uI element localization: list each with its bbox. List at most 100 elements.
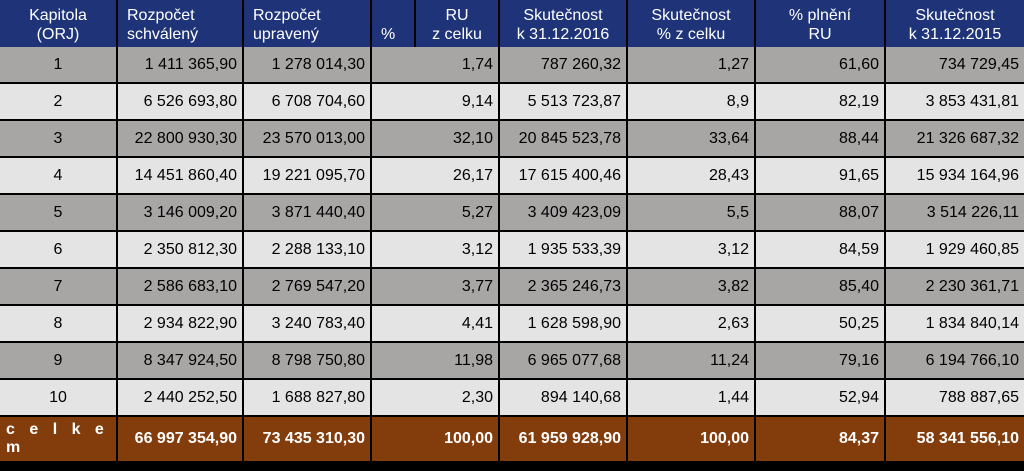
cell-skutecnost-2016: 894 140,68 — [500, 380, 628, 417]
cell-rozpocet-upraveny: 6 708 704,60 — [244, 84, 372, 121]
cell-skutecnost-2015: 15 934 164,96 — [886, 158, 1024, 195]
cell-skutecnost-2015: 788 887,65 — [886, 380, 1024, 417]
col-skutecnost-pct: Skutečnost% z celku — [628, 0, 756, 47]
col-skutecnost-2016: Skutečnost k 31.12.2016 — [500, 0, 628, 47]
cell-skutecnost-2016: 1 628 598,90 — [500, 306, 628, 343]
cell-kapitola: 9 — [0, 343, 118, 380]
cell-kapitola: 7 — [0, 269, 118, 306]
cell-rozpocet-schvaleny: 1 411 365,90 — [118, 47, 244, 84]
table-row: 10 2 440 252,50 1 688 827,80 2,30 894 140,68… — [0, 380, 1024, 417]
cell-skutecnost-pct: 11,24 — [628, 343, 756, 380]
cell-skutecnost-2015: 2 230 361,71 — [886, 269, 1024, 306]
cell-skutecnost-pct: 1,44 — [628, 380, 756, 417]
cell-plneni-ru: 50,25 — [756, 306, 886, 343]
cell-kapitola: 3 — [0, 121, 118, 158]
cell-rozpocet-schvaleny: 2 440 252,50 — [118, 380, 244, 417]
col-rozpocet-upraveny: Rozpočet upravený — [244, 0, 372, 47]
col-ru-z-celku: RU z celku — [416, 0, 500, 47]
cell-ru-pct: 32,10 — [372, 121, 500, 158]
cell-plneni-ru: 84,59 — [756, 232, 886, 269]
cell-ru-pct: 11,98 — [372, 343, 500, 380]
cell-rozpocet-schvaleny: 3 146 009,20 — [118, 195, 244, 232]
total-label: c e l k e m — [0, 417, 118, 461]
cell-ru-pct: 4,41 — [372, 306, 500, 343]
cell-plneni-ru: 61,60 — [756, 47, 886, 84]
cell-kapitola: 8 — [0, 306, 118, 343]
table-row: 3 22 800 930,30 23 570 013,00 32,10 20 845 5… — [0, 121, 1024, 158]
cell-skutecnost-pct: 3,12 — [628, 232, 756, 269]
cell-plneni-ru: 82,19 — [756, 84, 886, 121]
cell-kapitola: 2 — [0, 84, 118, 121]
cell-plneni-ru: 85,40 — [756, 269, 886, 306]
cell-skutecnost-2015: 3 514 226,11 — [886, 195, 1024, 232]
cell-skutecnost-pct: 2,63 — [628, 306, 756, 343]
cell-skutecnost-pct: 8,9 — [628, 84, 756, 121]
cell-rozpocet-schvaleny: 2 350 812,30 — [118, 232, 244, 269]
header-row: Kapitola (ORJ) Rozpočet schválený Rozpočet… — [0, 0, 1024, 47]
cell-skutecnost-2016: 2 365 246,73 — [500, 269, 628, 306]
cell-rozpocet-upraveny: 2 769 547,20 — [244, 269, 372, 306]
cell-skutecnost-2015: 3 853 431,81 — [886, 84, 1024, 121]
cell-rozpocet-upraveny: 19 221 095,70 — [244, 158, 372, 195]
cell-skutecnost-2016: 5 513 723,87 — [500, 84, 628, 121]
cell-skutecnost-pct: 33,64 — [628, 121, 756, 158]
cell-skutecnost-pct: 3,82 — [628, 269, 756, 306]
cell-skutecnost-2015: 1 834 840,14 — [886, 306, 1024, 343]
cell-ru-pct: 2,30 — [372, 380, 500, 417]
cell-rozpocet-upraveny: 3 871 440,40 — [244, 195, 372, 232]
cell-skutecnost-2016: 6 965 077,68 — [500, 343, 628, 380]
cell-plneni-ru: 52,94 — [756, 380, 886, 417]
total-skut2015: 58 341 556,10 — [886, 417, 1024, 461]
cell-plneni-ru: 88,07 — [756, 195, 886, 232]
total-ru: 73 435 310,30 — [244, 417, 372, 461]
cell-ru-pct: 5,27 — [372, 195, 500, 232]
col-kapitola: Kapitola (ORJ) — [0, 0, 118, 47]
cell-kapitola: 1 — [0, 47, 118, 84]
total-plneni: 84,37 — [756, 417, 886, 461]
cell-plneni-ru: 79,16 — [756, 343, 886, 380]
cell-rozpocet-schvaleny: 2 934 822,90 — [118, 306, 244, 343]
cell-rozpocet-schvaleny: 2 586 683,10 — [118, 269, 244, 306]
cell-skutecnost-2016: 1 935 533,39 — [500, 232, 628, 269]
total-skut2016: 61 959 928,90 — [500, 417, 628, 461]
col-skutecnost-2015: Skutečnost k 31.12.2015 — [886, 0, 1024, 47]
cell-skutecnost-2016: 20 845 523,78 — [500, 121, 628, 158]
cell-ru-pct: 3,77 — [372, 269, 500, 306]
cell-ru-pct: 1,74 — [372, 47, 500, 84]
cell-rozpocet-upraveny: 2 288 133,10 — [244, 232, 372, 269]
cell-skutecnost-2016: 787 260,32 — [500, 47, 628, 84]
cell-skutecnost-pct: 28,43 — [628, 158, 756, 195]
cell-skutecnost-pct: 1,27 — [628, 47, 756, 84]
cell-plneni-ru: 88,44 — [756, 121, 886, 158]
cell-rozpocet-schvaleny: 8 347 924,50 — [118, 343, 244, 380]
total-rs: 66 997 354,90 — [118, 417, 244, 461]
cell-ru-pct: 9,14 — [372, 84, 500, 121]
cell-rozpocet-upraveny: 8 798 750,80 — [244, 343, 372, 380]
cell-ru-pct: 26,17 — [372, 158, 500, 195]
total-ru-pct: 100,00 — [372, 417, 500, 461]
col-percent: % — [372, 0, 416, 47]
cell-rozpocet-upraveny: 1 278 014,30 — [244, 47, 372, 84]
total-skut-pct: 100,00 — [628, 417, 756, 461]
cell-kapitola: 5 — [0, 195, 118, 232]
cell-rozpocet-schvaleny: 6 526 693,80 — [118, 84, 244, 121]
col-rozpocet-schvaleny: Rozpočet schválený — [118, 0, 244, 47]
cell-rozpocet-upraveny: 3 240 783,40 — [244, 306, 372, 343]
cell-rozpocet-upraveny: 1 688 827,80 — [244, 380, 372, 417]
cell-kapitola: 6 — [0, 232, 118, 269]
cell-skutecnost-2015: 734 729,45 — [886, 47, 1024, 84]
cell-skutecnost-2015: 21 326 687,32 — [886, 121, 1024, 158]
total-row: c e l k e m 66 997 354,90 73 435 310,30 … — [0, 417, 1024, 461]
table-row: 4 14 451 860,40 19 221 095,70 26,17 17 615 4… — [0, 158, 1024, 195]
cell-skutecnost-pct: 5,5 — [628, 195, 756, 232]
cell-rozpocet-schvaleny: 14 451 860,40 — [118, 158, 244, 195]
cell-skutecnost-2015: 6 194 766,10 — [886, 343, 1024, 380]
cell-rozpocet-schvaleny: 22 800 930,30 — [118, 121, 244, 158]
